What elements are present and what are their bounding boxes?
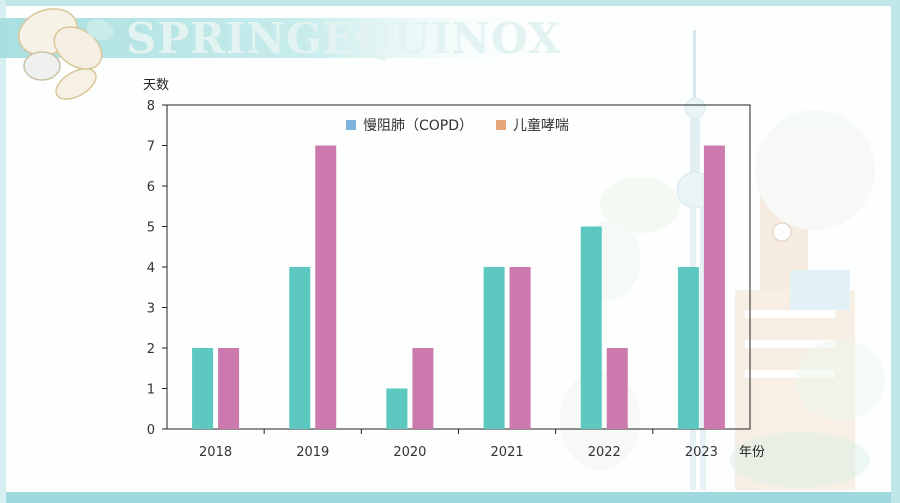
bar-asthma [606,348,628,429]
y-axis-label: 天数 [143,78,169,93]
magnolia-flower-icon [18,8,114,100]
x-axis-label: 年份 [739,445,765,460]
bars [192,145,725,429]
bar-asthma [218,348,240,429]
bar-asthma [509,267,531,429]
y-tick-label: 5 [147,221,155,236]
x-tick-label: 2018 [199,445,232,460]
y-tick-label: 1 [147,383,155,398]
x-tick-label: 2019 [296,445,329,460]
bar-asthma [315,145,337,429]
x-tick-label: 2022 [588,445,621,460]
legend: 慢阻肺（COPD） 儿童哮喘 [346,117,569,134]
y-tick-label: 6 [147,180,155,195]
x-tick-label: 2020 [393,445,426,460]
bar-copd [677,267,699,429]
x-axis-ticks: 2018 2019 2020 2021 2022 2023 [199,429,718,460]
y-tick-label: 7 [147,140,155,155]
bar-copd [192,348,214,429]
y-tick-label: 3 [147,302,155,317]
legend-swatch [346,120,356,130]
x-tick-label: 2021 [491,445,524,460]
legend-label: 儿童哮喘 [513,117,569,134]
x-tick-label: 2023 [685,445,718,460]
plot-area-frame [166,104,751,430]
y-tick-label: 0 [147,423,155,438]
bar-copd [289,267,311,429]
y-axis-ticks: 0 1 2 3 4 5 6 7 8 [147,99,167,438]
bar-copd [580,226,602,429]
bar-asthma [703,145,725,429]
y-tick-label: 2 [147,342,155,357]
city-skyline-decoration [676,30,875,490]
banner-title: SPRINGEQUINOX [126,14,562,63]
legend-label: 慢阻肺（COPD） [363,117,473,134]
legend-swatch [496,120,506,130]
y-tick-label: 4 [147,261,155,276]
bar-copd [483,267,505,429]
bar-asthma [412,348,434,429]
bar-copd [386,388,408,429]
y-tick-label: 8 [147,99,155,114]
